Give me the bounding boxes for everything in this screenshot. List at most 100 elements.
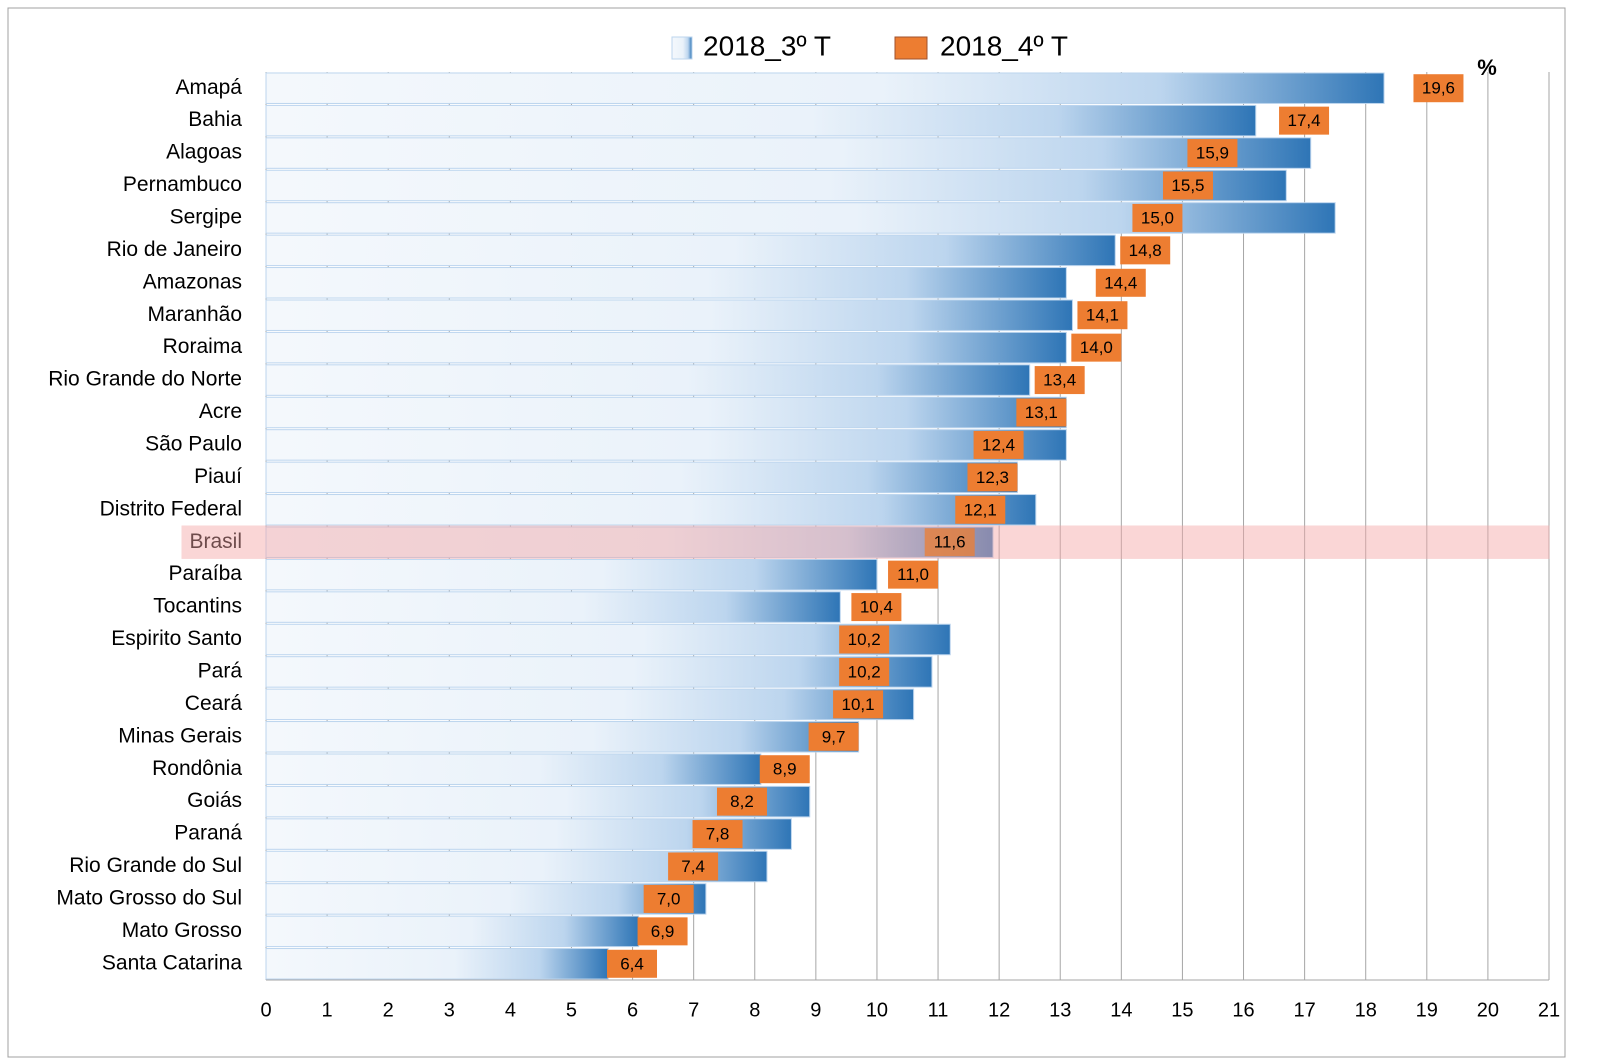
x-tick-label: 13 — [1049, 999, 1071, 1021]
x-tick-label: 5 — [566, 999, 577, 1021]
x-tick-label: 10 — [866, 999, 888, 1021]
marker — [668, 852, 719, 881]
legend-label: 2018_3º T — [703, 30, 831, 61]
bar — [265, 721, 860, 753]
marker — [839, 657, 890, 686]
data-label: 15,9 — [1196, 144, 1229, 163]
legend-swatch — [671, 36, 693, 60]
bar — [265, 331, 1067, 364]
data-label: 8,2 — [730, 792, 754, 811]
y-tick-label: Acre — [199, 400, 242, 423]
y-tick-label: Rondônia — [152, 757, 242, 780]
unit-label: % — [1477, 55, 1497, 80]
y-tick-label: Mato Grosso — [122, 919, 242, 942]
bar — [265, 234, 1116, 267]
bar — [265, 169, 1287, 202]
marker — [1279, 106, 1330, 135]
marker — [955, 495, 1006, 524]
data-label: 7,8 — [706, 825, 730, 844]
marker — [637, 917, 688, 946]
data-label: 14,1 — [1086, 306, 1119, 325]
y-tick-label: Maranhão — [147, 303, 242, 326]
data-label: 6,9 — [651, 922, 675, 941]
marker — [1413, 74, 1464, 103]
y-tick-label: Piauí — [194, 465, 242, 488]
bar — [265, 72, 1385, 104]
bar — [265, 591, 841, 623]
data-label: 7,4 — [681, 857, 705, 876]
y-tick-label: Sergipe — [170, 205, 242, 228]
marker — [1071, 333, 1122, 362]
data-label: 14,4 — [1104, 273, 1137, 292]
data-label: 10,1 — [842, 695, 875, 714]
marker — [888, 560, 939, 589]
y-tick-label: Ceará — [185, 692, 243, 715]
marker — [1095, 268, 1146, 297]
y-tick-label: Rio de Janeiro — [107, 238, 242, 261]
data-label: 19,6 — [1422, 79, 1455, 98]
x-tick-label: 9 — [810, 999, 821, 1021]
x-tick-label: 1 — [322, 999, 333, 1021]
x-tick-label: 21 — [1538, 999, 1560, 1021]
data-label: 15,0 — [1141, 208, 1174, 227]
data-label: 14,8 — [1129, 241, 1162, 260]
data-label: 11,6 — [934, 533, 966, 552]
x-tick-label: 18 — [1355, 999, 1377, 1021]
x-tick-label: 14 — [1110, 999, 1132, 1021]
data-label: 12,1 — [964, 500, 997, 519]
marker — [839, 625, 890, 654]
x-tick-label: 0 — [260, 999, 271, 1021]
marker — [1077, 301, 1128, 330]
bar — [265, 137, 1312, 169]
marker — [1187, 139, 1238, 168]
bar — [265, 526, 994, 558]
highlight-band — [181, 525, 1550, 559]
y-tick-label: Goiás — [187, 789, 242, 812]
marker — [924, 528, 975, 557]
marker — [967, 463, 1018, 492]
y-tick-label: Tocantins — [153, 595, 242, 618]
bar — [265, 915, 640, 948]
marker — [759, 755, 810, 784]
bar — [265, 299, 1073, 331]
marker — [607, 949, 658, 978]
y-tick-label: Rio Grande do Sul — [69, 854, 242, 877]
y-tick-label: Pernambuco — [123, 173, 242, 196]
bar — [265, 364, 1031, 396]
y-tick-label: Rio Grande do Norte — [48, 368, 242, 391]
marker — [833, 690, 884, 719]
x-tick-label: 16 — [1232, 999, 1254, 1021]
marker — [1016, 398, 1067, 427]
marker — [1034, 366, 1085, 395]
data-label: 8,9 — [773, 760, 797, 779]
x-tick-label: 17 — [1293, 999, 1315, 1021]
bar — [265, 104, 1257, 137]
data-label: 13,4 — [1043, 371, 1076, 390]
x-tick-label: 7 — [688, 999, 699, 1021]
y-tick-label: Amapá — [175, 76, 242, 99]
x-tick-label: 15 — [1171, 999, 1193, 1021]
marker — [851, 593, 902, 622]
marker — [1132, 203, 1183, 232]
x-tick-label: 11 — [928, 999, 949, 1021]
data-label: 17,4 — [1288, 111, 1321, 130]
x-tick-label: 2 — [383, 999, 394, 1021]
bar — [265, 623, 951, 656]
y-tick-label: São Paulo — [145, 432, 242, 455]
bar — [265, 948, 609, 980]
data-label: 12,4 — [982, 435, 1015, 454]
y-tick-label: Distrito Federal — [100, 497, 242, 520]
data-label: 10,2 — [848, 662, 881, 681]
data-label: 7,0 — [657, 889, 681, 908]
y-tick-label: Minas Gerais — [118, 724, 242, 747]
y-tick-label: Brasil — [189, 530, 242, 553]
bar — [265, 558, 878, 591]
y-tick-label: Mato Grosso do Sul — [56, 886, 242, 909]
bar — [265, 656, 933, 688]
marker — [1162, 171, 1213, 200]
marker — [692, 820, 743, 849]
marker — [808, 722, 859, 751]
bar — [265, 396, 1067, 429]
data-label: 6,4 — [620, 954, 644, 973]
